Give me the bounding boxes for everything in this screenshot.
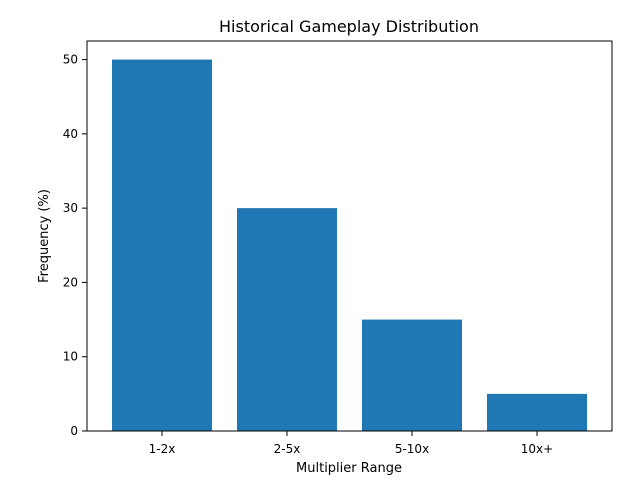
x-tick-label: 2-5x bbox=[274, 442, 301, 456]
x-tick-label: 5-10x bbox=[395, 442, 429, 456]
bar-2-5x bbox=[237, 208, 337, 431]
x-tick-label: 10x+ bbox=[521, 442, 553, 456]
bar-5-10x bbox=[362, 319, 462, 431]
y-axis-label: Frequency (%) bbox=[37, 189, 52, 283]
y-tick-label: 0 bbox=[70, 424, 78, 438]
x-tick-label: 1-2x bbox=[149, 442, 176, 456]
bar-10x bbox=[487, 393, 587, 431]
y-tick-label: 30 bbox=[63, 201, 78, 215]
chart-title: Historical Gameplay Distribution bbox=[219, 17, 479, 36]
plot-frame bbox=[86, 40, 613, 432]
y-tick-label: 40 bbox=[63, 127, 78, 141]
y-tick-label: 10 bbox=[63, 350, 78, 364]
bar-1-2x bbox=[112, 59, 212, 431]
x-axis: 1-2x 2-5x 5-10x 10x+ bbox=[149, 431, 553, 456]
y-tick-label: 20 bbox=[63, 275, 78, 289]
bars-group bbox=[112, 59, 587, 431]
y-tick-label: 50 bbox=[63, 53, 78, 67]
x-axis-label: Multiplier Range bbox=[296, 461, 402, 476]
y-axis: 0 10 20 30 40 50 bbox=[63, 53, 87, 438]
